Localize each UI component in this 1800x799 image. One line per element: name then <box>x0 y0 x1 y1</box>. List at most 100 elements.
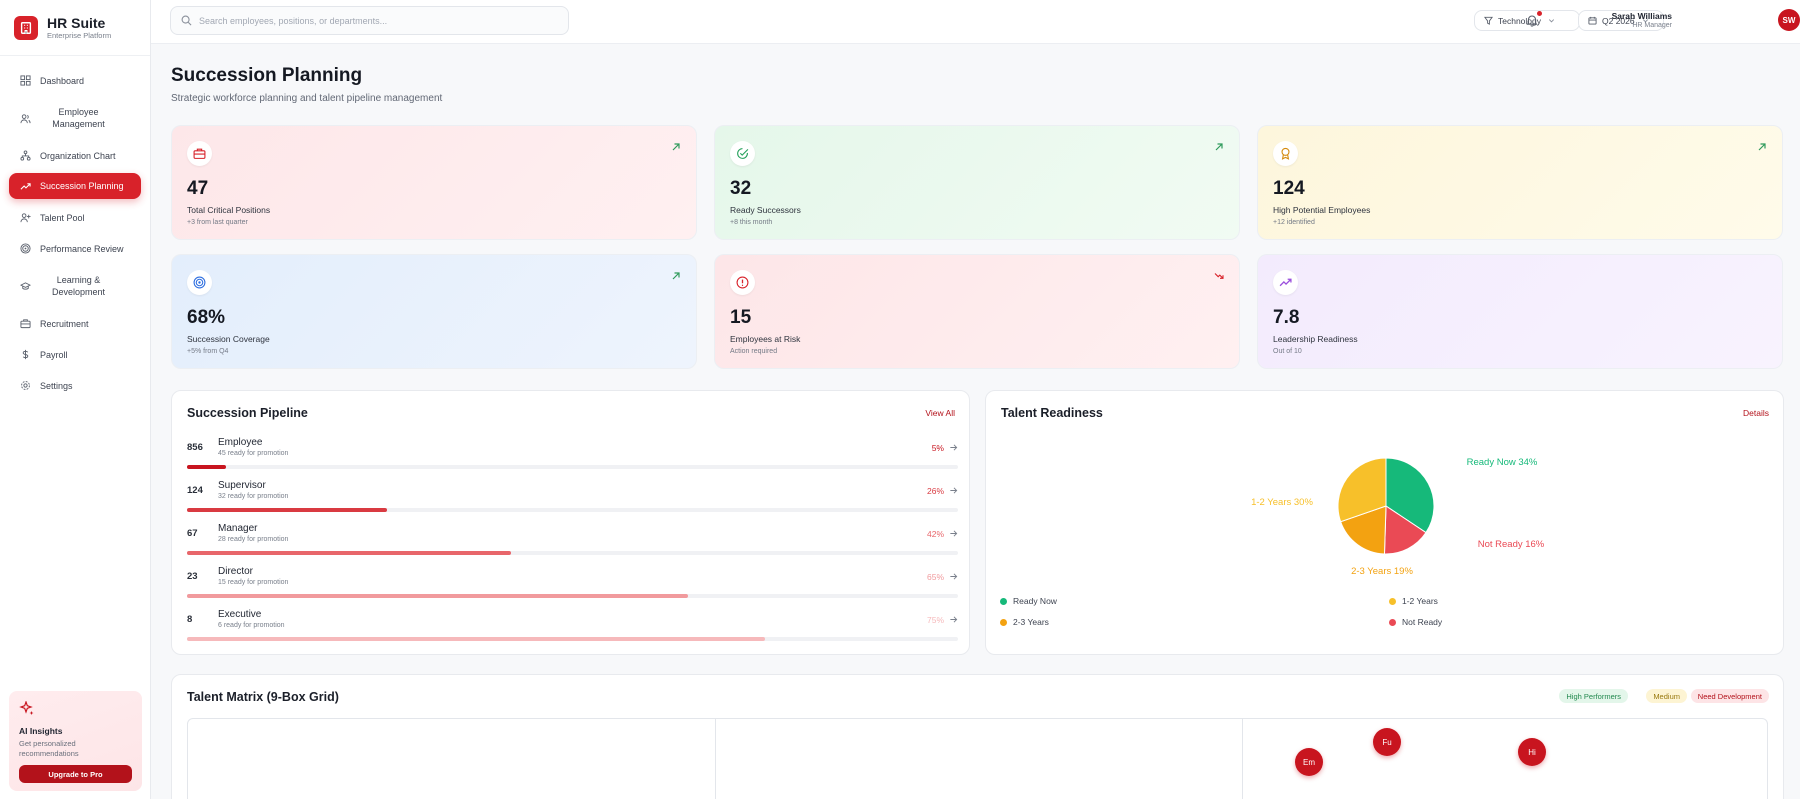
talent-matrix-panel: Talent Matrix (9-Box Grid) High Performe… <box>171 674 1784 799</box>
period-filter[interactable]: Q2 2026 <box>1578 10 1664 31</box>
trending-up-icon <box>1273 270 1298 295</box>
talent-readiness-panel: Talent Readiness Details Ready Now 34% No… <box>985 390 1784 655</box>
sidebar-item-organization-chart[interactable]: Organization Chart <box>9 140 141 171</box>
pipeline-ready: 45 ready for promotion <box>218 450 289 457</box>
legend-label: 2-3 Years <box>1013 617 1049 627</box>
details-link[interactable]: Details <box>1743 408 1769 418</box>
nine-box-grid: Em Fu Hi <box>187 718 1768 799</box>
tag-medium: Medium <box>1646 689 1687 703</box>
chevron-down-icon <box>1548 19 1555 23</box>
pie-slice[interactable] <box>1337 457 1387 523</box>
arrow-right-icon[interactable] <box>949 486 958 495</box>
notification-badge <box>1537 11 1542 16</box>
pipeline-count: 67 <box>187 528 198 539</box>
pipeline-percent: 42% <box>926 529 944 539</box>
pipeline-percent: 65% <box>926 572 944 582</box>
sidebar-item-dashboard[interactable]: Dashboard <box>9 65 141 96</box>
sidebar: HR Suite Enterprise Platform Dashboard E… <box>0 0 151 799</box>
gear-icon <box>19 380 31 392</box>
sidebar-item-label: Employee Management <box>52 107 105 129</box>
chevron-down-icon <box>1642 19 1648 23</box>
filter-icon <box>1484 16 1493 25</box>
sidebar-item-label: Succession Planning <box>40 181 124 191</box>
stat-card-ready-successors: 32 Ready Successors +8 this month <box>714 125 1240 240</box>
legend-label: Not Ready <box>1402 617 1443 627</box>
sidebar-item-label: Recruitment <box>40 318 89 329</box>
sidebar-item-payroll[interactable]: Payroll <box>9 339 141 370</box>
calendar-icon <box>1588 16 1597 25</box>
progress-track <box>187 508 958 512</box>
progress-track <box>187 637 958 641</box>
employee-bubble[interactable]: Hi <box>1518 738 1546 766</box>
panel-title: Succession Pipeline <box>187 406 308 420</box>
sidebar-item-succession-planning[interactable]: Succession Planning <box>9 173 141 199</box>
stat-card-critical-positions: 47 Total Critical Positions +3 from last… <box>171 125 697 240</box>
pipeline-level: Employee <box>218 437 263 448</box>
legend-item: 2-3 Years <box>1000 617 1049 627</box>
bell-icon[interactable] <box>1525 13 1539 27</box>
pie-slice[interactable] <box>1383 505 1427 555</box>
page-subtitle: Strategic workforce planning and talent … <box>171 93 443 104</box>
sidebar-item-learning-development[interactable]: Learning & Development <box>9 264 141 308</box>
progress-track <box>187 551 958 555</box>
user-role: HR Manager <box>1632 22 1672 29</box>
avatar[interactable]: SW <box>1778 9 1800 31</box>
arrow-right-icon[interactable] <box>949 572 958 581</box>
pipeline-row[interactable]: 856 Employee 45 ready for promotion 5% <box>187 434 958 474</box>
pipeline-count: 8 <box>187 614 193 625</box>
pipeline-row[interactable]: 124 Supervisor 32 ready for promotion 26% <box>187 477 958 517</box>
briefcase-icon <box>187 141 212 166</box>
ai-insights-title: AI Insights <box>19 726 63 736</box>
stat-change: +3 from last quarter <box>187 219 248 226</box>
readiness-pie-chart: Ready Now 34% Not Ready 16% 2-3 Years 19% 1… <box>1251 457 1545 577</box>
pipeline-count: 23 <box>187 571 198 582</box>
view-all-link[interactable]: View All <box>925 408 955 418</box>
pipeline-ready: 6 ready for promotion <box>218 622 285 629</box>
arrow-right-icon[interactable] <box>949 615 958 624</box>
graduation-cap-icon <box>19 280 31 292</box>
legend-dot <box>1000 618 1007 626</box>
sidebar-item-performance-review[interactable]: Performance Review <box>9 233 141 264</box>
sidebar-item-talent-pool[interactable]: Talent Pool <box>9 202 141 233</box>
pipeline-row[interactable]: 23 Director 15 ready for promotion 65% <box>187 563 958 603</box>
pipeline-ready: 15 ready for promotion <box>218 579 289 586</box>
period-filter-value: Q2 2026 <box>1602 15 1635 26</box>
stat-card-leadership-readiness: 7.8 Leadership Readiness Out of 10 <box>1257 254 1783 369</box>
brand: HR Suite Enterprise Platform <box>0 0 150 56</box>
stat-change: +5% from Q4 <box>187 348 229 355</box>
panel-title: Talent Matrix (9-Box Grid) <box>187 690 339 704</box>
arrow-up-right-icon <box>672 272 680 280</box>
search-icon <box>181 15 192 26</box>
pipeline-level: Executive <box>218 609 262 620</box>
sidebar-item-label: Settings <box>40 380 73 391</box>
arrow-up-right-icon <box>1758 143 1766 151</box>
pipeline-count: 124 <box>187 485 203 496</box>
arrow-right-icon[interactable] <box>949 529 958 538</box>
sidebar-item-employee-management[interactable]: Employee Management <box>9 96 141 140</box>
stat-label: Succession Coverage <box>187 334 270 344</box>
employee-bubble[interactable]: Em <box>1295 748 1323 776</box>
pipeline-row[interactable]: 8 Executive 6 ready for promotion 75% <box>187 606 958 646</box>
pie-slice-label: 1-2 Years 30% <box>1251 497 1313 508</box>
grid-divider <box>1242 719 1243 799</box>
employee-bubble[interactable]: Fu <box>1373 728 1401 756</box>
briefcase-icon <box>19 318 31 330</box>
target-icon <box>187 270 212 295</box>
sidebar-item-label: Organization Chart <box>40 150 116 161</box>
sidebar-item-settings[interactable]: Settings <box>9 370 141 401</box>
sidebar-item-label: Dashboard <box>40 75 85 86</box>
stat-value: 7.8 <box>1273 307 1300 328</box>
sidebar-item-recruitment[interactable]: Recruitment <box>9 308 141 339</box>
legend-label: 1-2 Years <box>1402 596 1438 606</box>
upgrade-button[interactable]: Upgrade to Pro <box>19 765 132 783</box>
stat-card-succession-coverage: 68% Succession Coverage +5% from Q4 <box>171 254 697 369</box>
search-bar[interactable] <box>170 6 569 35</box>
progress-fill <box>187 594 689 598</box>
legend-item: Not Ready <box>1389 617 1442 627</box>
grid-divider <box>715 719 716 799</box>
stat-value: 124 <box>1273 178 1305 199</box>
search-input[interactable] <box>199 15 539 26</box>
pipeline-row[interactable]: 67 Manager 28 ready for promotion 42% <box>187 520 958 560</box>
arrow-right-icon[interactable] <box>949 443 958 452</box>
stat-label: Total Critical Positions <box>187 205 271 215</box>
